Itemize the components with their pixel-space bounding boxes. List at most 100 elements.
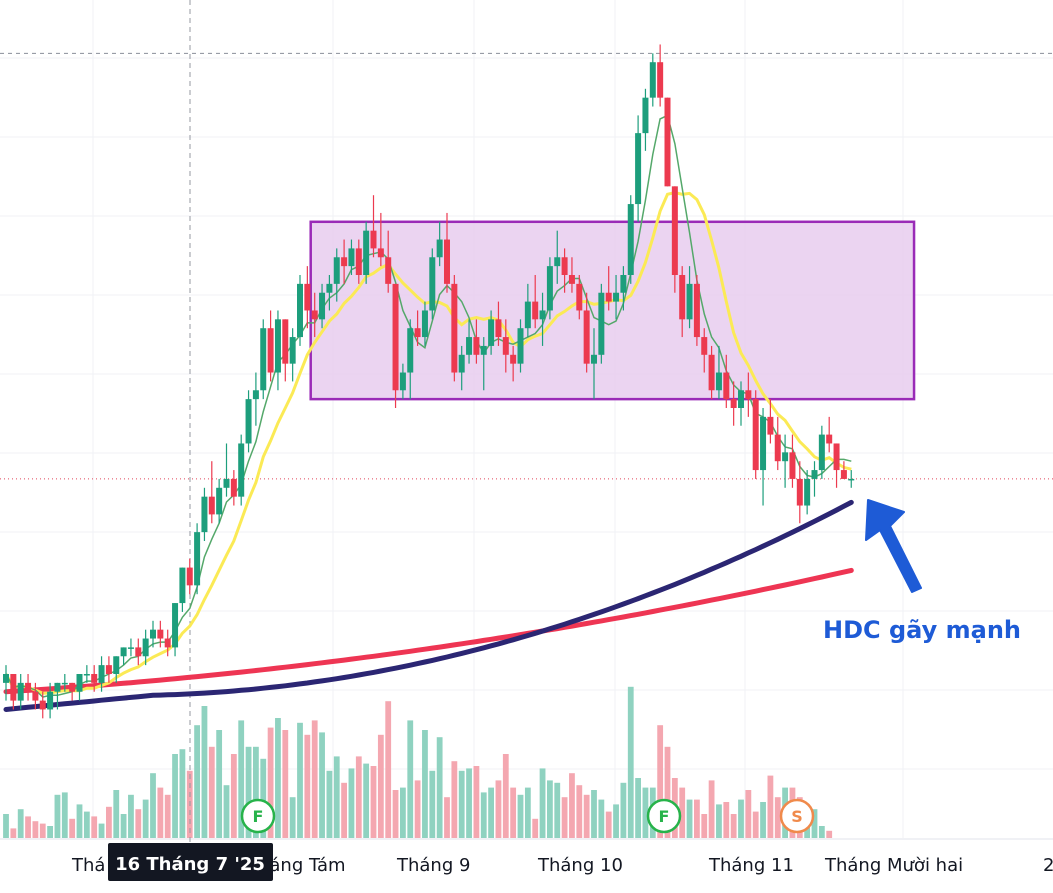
- volume-bar: [377, 734, 384, 838]
- candle: [274, 310, 281, 391]
- volume-bar: [267, 727, 274, 838]
- x-tick-label: Tháng 9: [396, 855, 470, 876]
- volume-bar: [333, 756, 340, 838]
- candles: [3, 44, 855, 719]
- candle: [693, 275, 700, 346]
- candle: [738, 381, 744, 426]
- x-tick-label: Thá: [71, 855, 105, 876]
- volume-bar: [326, 770, 333, 838]
- volume-bar: [223, 785, 230, 838]
- volume-bar: [113, 790, 120, 838]
- candle: [539, 292, 546, 346]
- candle: [120, 647, 127, 666]
- annotation-text: HDC gãy mạnh: [823, 616, 1021, 644]
- volume-bar: [3, 814, 9, 838]
- candle: [561, 248, 568, 293]
- volume-bar: [458, 770, 465, 838]
- candle: [664, 97, 671, 187]
- split-marker-icon[interactable]: S: [779, 798, 815, 834]
- candle: [818, 425, 825, 479]
- volume-bar: [488, 787, 494, 838]
- volume-bar: [591, 790, 597, 838]
- candle: [348, 239, 355, 275]
- candle: [297, 275, 303, 346]
- volume-bar: [826, 830, 833, 838]
- candle: [429, 248, 436, 320]
- volume-bar: [627, 686, 634, 838]
- volume-bar: [517, 794, 524, 838]
- candle: [451, 275, 458, 382]
- volume-bar: [39, 823, 46, 838]
- volume-bar: [194, 725, 200, 838]
- volume-bar: [304, 734, 311, 838]
- volume-bar: [422, 730, 428, 838]
- candle: [164, 629, 171, 657]
- volume-bar: [230, 754, 237, 838]
- candle: [98, 656, 105, 692]
- volume-bar: [282, 730, 289, 838]
- volume-bar: [83, 811, 90, 838]
- ma-long-navy: [3, 499, 854, 712]
- candle: [421, 301, 428, 346]
- candle: [69, 682, 76, 701]
- volume-bar: [664, 746, 671, 838]
- volume-bar: [620, 782, 627, 838]
- volume-bar: [91, 816, 98, 838]
- volume-bar: [385, 701, 392, 838]
- volume-bar: [32, 821, 39, 838]
- grid: [0, 0, 1053, 840]
- candle: [91, 665, 98, 692]
- volume-bar: [701, 814, 708, 838]
- candle: [47, 682, 54, 719]
- volume-bar: [767, 775, 774, 838]
- volume-bar: [635, 778, 641, 838]
- volume-bar: [311, 720, 318, 838]
- candle: [679, 266, 686, 338]
- candle: [135, 638, 142, 666]
- candle: [157, 620, 164, 648]
- candle: [598, 283, 605, 364]
- volume-bar: [576, 785, 583, 838]
- volume-bar: [25, 816, 31, 838]
- candle: [150, 620, 156, 648]
- candle: [745, 372, 752, 417]
- marker-label: F: [253, 807, 264, 826]
- candle: [363, 221, 370, 284]
- candle: [458, 345, 465, 391]
- volume-bar: [157, 787, 164, 838]
- volume-bar: [238, 720, 245, 838]
- volume-bar: [716, 804, 722, 838]
- volume-bar: [679, 787, 686, 838]
- financial-marker-icon[interactable]: F: [646, 798, 682, 834]
- candle: [179, 567, 186, 612]
- volume-bar: [208, 746, 215, 838]
- volume-bar: [642, 787, 649, 838]
- candle: [267, 310, 274, 382]
- volume-bar: [216, 730, 223, 838]
- candle: [39, 691, 46, 719]
- volume-bar: [319, 732, 325, 838]
- volume-bar: [355, 756, 362, 838]
- candle: [407, 319, 414, 400]
- ma-medium-yellow: [4, 190, 852, 695]
- volume-bar: [201, 706, 208, 838]
- volume-bar: [774, 797, 781, 838]
- candle: [10, 674, 17, 710]
- candle: [546, 257, 553, 320]
- volume-bar: [480, 792, 487, 838]
- candle: [510, 345, 517, 382]
- candle: [752, 390, 759, 479]
- candle: [715, 345, 722, 400]
- volume-bar: [613, 804, 619, 838]
- financial-marker-icon[interactable]: F: [240, 798, 276, 834]
- volume-bar: [172, 754, 178, 838]
- volume-bar: [583, 794, 590, 838]
- candle: [282, 319, 289, 382]
- candle: [517, 319, 524, 373]
- volume-bar: [510, 787, 517, 838]
- crosshair-date-box: [108, 843, 273, 881]
- candle: [238, 434, 245, 506]
- volume-bar: [502, 754, 509, 838]
- volume-bar: [179, 749, 186, 838]
